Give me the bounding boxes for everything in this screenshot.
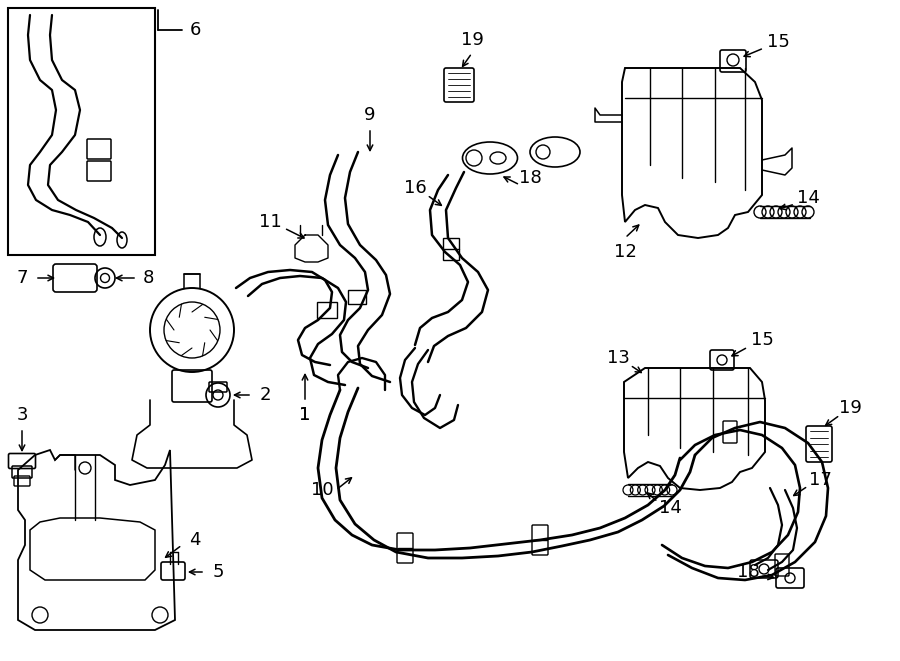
Text: 13: 13: [607, 349, 629, 367]
Bar: [8, 8, 155, 255]
Text: 2: 2: [259, 386, 271, 404]
Text: 14: 14: [796, 189, 819, 207]
Text: 14: 14: [659, 499, 681, 517]
Text: 7: 7: [16, 269, 28, 287]
FancyBboxPatch shape: [532, 525, 548, 555]
Text: 16: 16: [403, 179, 427, 197]
Text: 17: 17: [808, 471, 832, 489]
Bar: [443, 238, 459, 260]
Bar: [317, 302, 337, 318]
Text: 12: 12: [614, 243, 636, 261]
Text: 19: 19: [461, 31, 483, 49]
Text: 19: 19: [839, 399, 861, 417]
Text: 1: 1: [300, 406, 310, 424]
Text: 3: 3: [16, 406, 28, 424]
Text: 18: 18: [736, 563, 760, 581]
Text: 9: 9: [364, 106, 376, 124]
Text: 15: 15: [751, 331, 773, 349]
Bar: [348, 290, 366, 304]
FancyBboxPatch shape: [397, 533, 413, 563]
Text: 11: 11: [258, 213, 282, 231]
Text: 4: 4: [189, 531, 201, 549]
Text: 18: 18: [518, 169, 542, 187]
Text: 1: 1: [300, 406, 310, 424]
Text: 6: 6: [189, 21, 201, 39]
Text: 8: 8: [142, 269, 154, 287]
Text: 5: 5: [212, 563, 224, 581]
Text: 10: 10: [310, 481, 333, 499]
Text: 15: 15: [767, 33, 789, 51]
